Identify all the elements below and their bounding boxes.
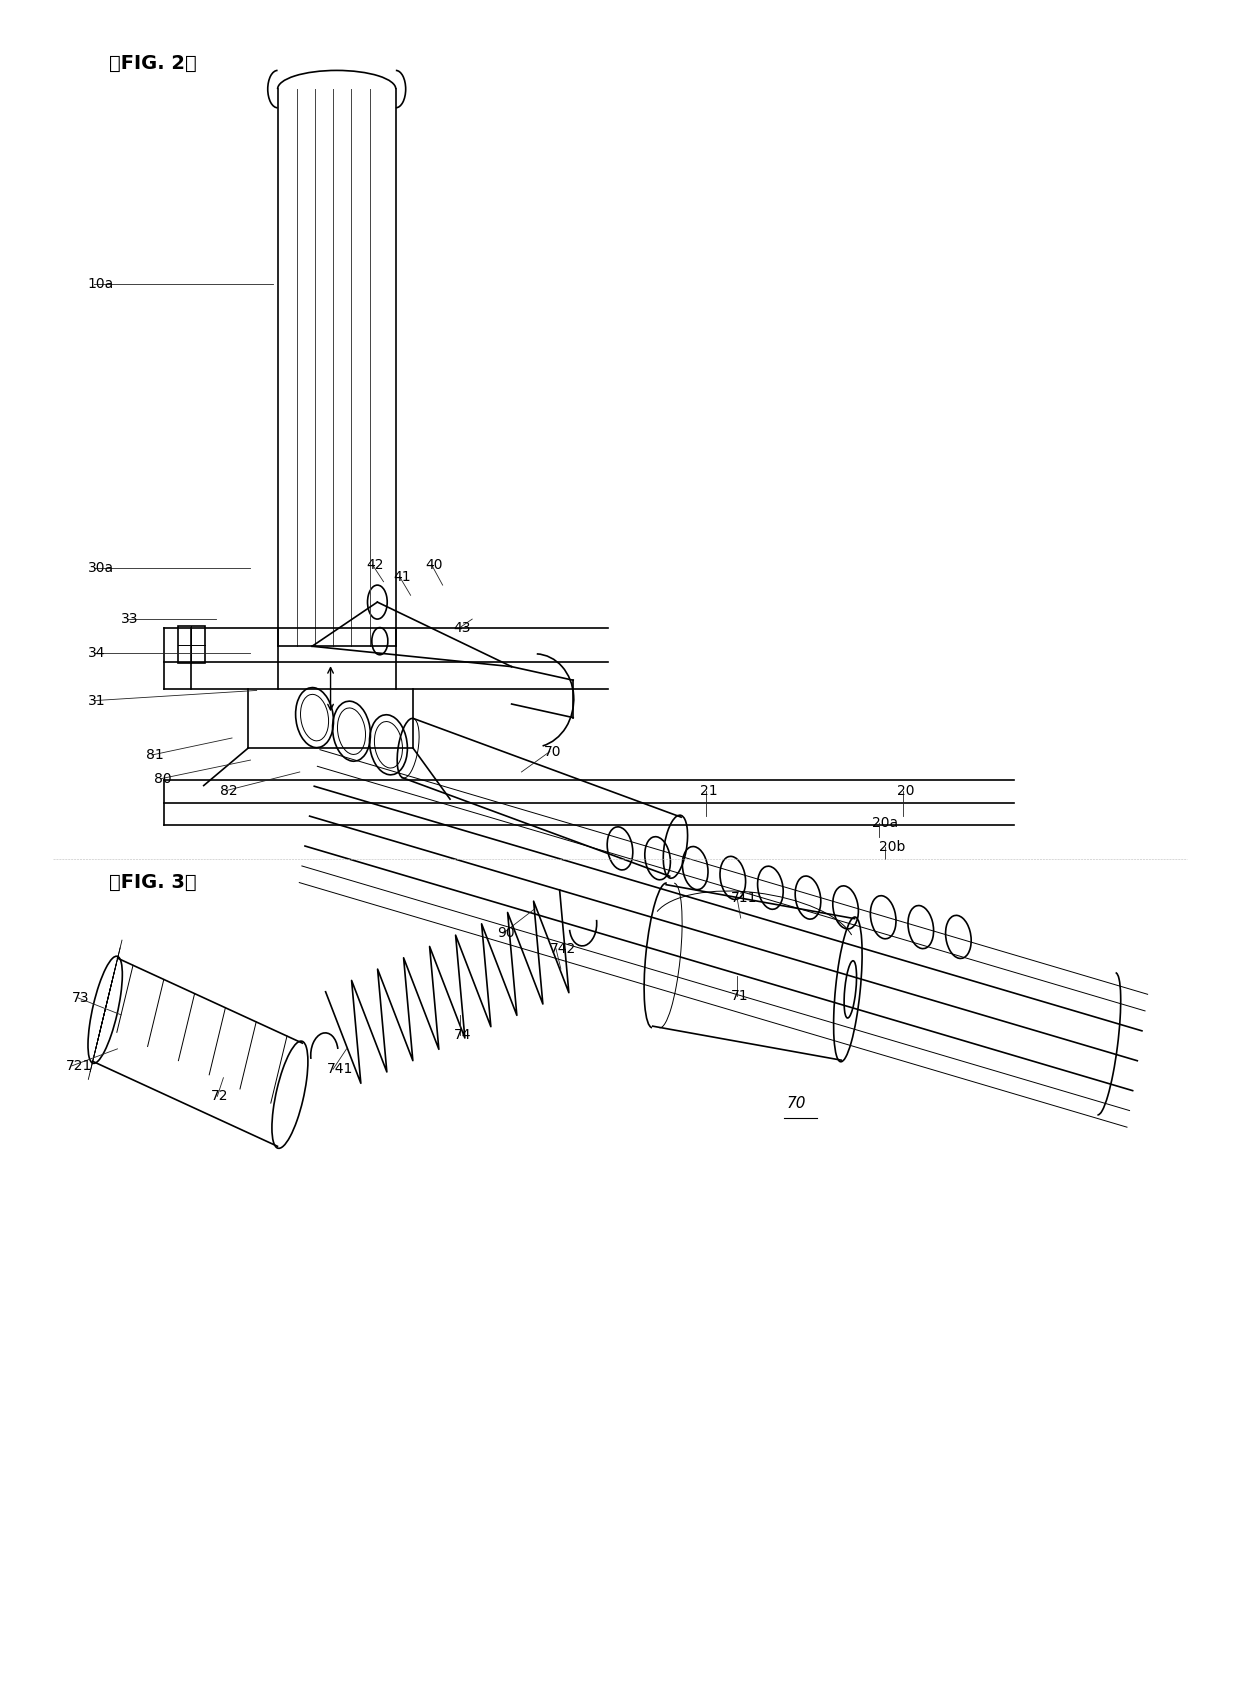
Text: 71: 71 [730,988,749,1004]
Bar [177,626,205,664]
Text: 21: 21 [701,784,718,797]
Text: 41: 41 [393,570,410,584]
Text: 80: 80 [155,772,172,785]
Text: 20: 20 [897,784,915,797]
Text: 40: 40 [425,558,443,572]
Text: 20a: 20a [873,816,899,830]
Text: 「FIG. 2」: 「FIG. 2」 [109,53,197,73]
Text: 81: 81 [146,748,164,761]
Text: 34: 34 [88,645,105,661]
Text: 72: 72 [211,1089,228,1103]
Text: 70: 70 [543,744,562,758]
Text: 742: 742 [549,942,577,956]
Text: 73: 73 [72,990,89,1005]
Text: 20b: 20b [879,840,905,854]
Text: 82: 82 [219,784,237,797]
Text: 43: 43 [454,621,471,635]
Text: 721: 721 [66,1058,92,1072]
Text: 711: 711 [730,891,758,905]
Text: 741: 741 [327,1062,353,1075]
Text: 31: 31 [88,693,105,708]
Text: 74: 74 [454,1028,471,1043]
Text: 10a: 10a [88,278,114,292]
Text: 70: 70 [786,1096,806,1111]
Text: 33: 33 [122,613,139,626]
Text: 90: 90 [497,927,515,941]
Text: 42: 42 [366,558,383,572]
Text: 「FIG. 3」: 「FIG. 3」 [109,872,196,891]
Text: 30a: 30a [88,562,114,575]
